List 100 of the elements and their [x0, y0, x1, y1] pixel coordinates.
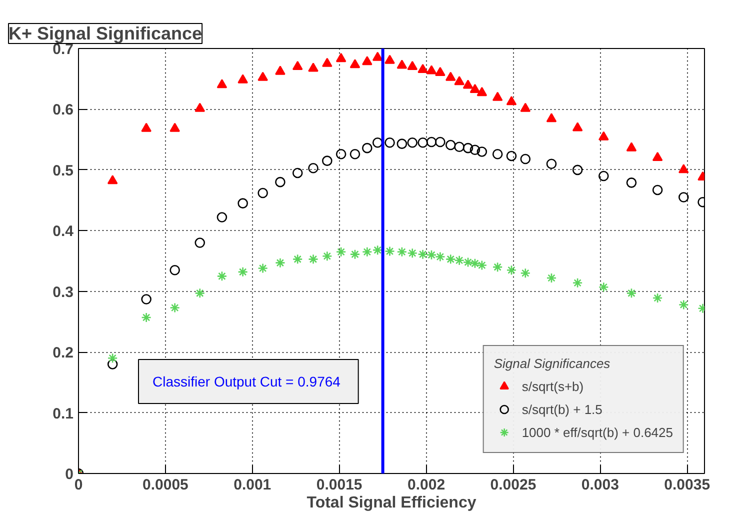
legend-label: s/sqrt(b) + 1.5	[522, 402, 602, 416]
point	[258, 72, 268, 81]
x-tick-label: 0.0025	[490, 476, 536, 494]
point	[407, 137, 418, 148]
y-tick-label: 0.1	[52, 405, 74, 422]
point	[216, 79, 228, 88]
point	[462, 142, 474, 154]
chart-title: K+ Signal Significance	[8, 24, 202, 44]
point	[454, 76, 464, 86]
point	[238, 198, 248, 208]
x-tick-label: 0.003	[581, 476, 619, 494]
point	[572, 164, 583, 176]
point	[506, 150, 517, 162]
point	[626, 178, 637, 188]
x-tick-label: 0.001	[234, 476, 272, 494]
point	[426, 136, 437, 148]
point	[322, 250, 332, 262]
point	[216, 212, 228, 222]
point	[506, 264, 517, 276]
point	[216, 271, 228, 282]
point	[445, 140, 456, 150]
point	[308, 62, 318, 72]
point	[141, 294, 152, 304]
point	[308, 162, 318, 174]
point	[372, 52, 383, 61]
point	[520, 268, 531, 278]
point	[238, 74, 248, 84]
point	[396, 246, 408, 258]
point	[445, 254, 456, 264]
point	[470, 144, 480, 156]
x-tick-label: 0.0015	[316, 476, 362, 494]
point	[407, 60, 418, 70]
point	[572, 122, 583, 132]
point	[470, 84, 480, 94]
point	[470, 258, 480, 269]
point	[308, 254, 318, 264]
y-tick-label: 0.3	[52, 284, 74, 301]
point	[384, 246, 395, 256]
point	[275, 176, 286, 188]
point	[454, 142, 464, 152]
point	[546, 272, 557, 284]
point	[520, 102, 531, 112]
point	[520, 154, 531, 164]
point	[476, 146, 488, 157]
point	[435, 136, 446, 148]
point	[170, 302, 180, 313]
point	[194, 102, 206, 112]
point	[372, 137, 383, 148]
point	[194, 238, 206, 248]
point	[462, 80, 474, 89]
y-tick-label: 0.4	[52, 223, 74, 240]
y-tick-label: 0.5	[52, 162, 74, 180]
point	[362, 56, 372, 66]
point	[238, 266, 248, 278]
point	[476, 260, 488, 270]
legend-label: 1000 * eff/sqrt(b) + 0.6425	[522, 424, 673, 440]
point	[445, 72, 456, 81]
x-axis-title: Total Signal Efficiency	[306, 494, 476, 512]
point	[107, 359, 118, 370]
point	[275, 66, 286, 75]
x-tick-label: 0.0035	[664, 476, 710, 494]
x-tick-label: 0.002	[408, 476, 446, 494]
point	[292, 254, 303, 264]
point	[652, 184, 663, 196]
point	[336, 149, 346, 160]
point	[492, 262, 503, 272]
point	[476, 86, 488, 96]
point	[336, 246, 346, 258]
point	[426, 65, 437, 74]
point	[384, 54, 395, 64]
point	[384, 137, 395, 148]
y-tick-label: 0	[65, 466, 74, 483]
point	[492, 92, 503, 101]
point	[258, 263, 268, 274]
point	[322, 58, 332, 67]
point	[396, 138, 408, 149]
point	[454, 255, 464, 266]
point	[598, 170, 609, 182]
point	[275, 258, 286, 268]
point	[170, 122, 180, 132]
point	[626, 142, 637, 152]
point	[598, 131, 609, 140]
point	[418, 137, 428, 148]
point	[426, 250, 437, 260]
y-tick-label: 0.6	[52, 102, 74, 119]
point	[462, 257, 474, 268]
legend-title: Signal Significances	[494, 356, 612, 371]
y-tick-label: 0.2	[52, 344, 74, 362]
point	[546, 158, 557, 169]
point	[492, 149, 503, 160]
point	[598, 282, 609, 292]
point	[418, 249, 428, 260]
point	[678, 300, 689, 310]
point	[322, 156, 332, 166]
point	[626, 288, 637, 298]
point	[506, 96, 517, 106]
point	[546, 113, 557, 122]
point	[292, 168, 303, 178]
point	[350, 249, 360, 260]
point	[107, 352, 118, 364]
